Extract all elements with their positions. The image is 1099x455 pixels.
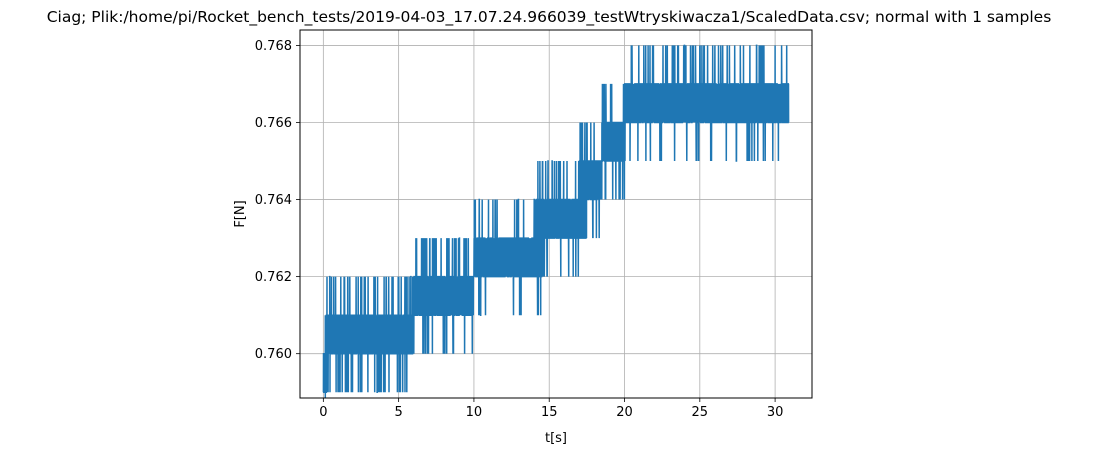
axes-frame <box>299 29 813 399</box>
x-tick-label: 5 <box>394 405 402 420</box>
ticks: 0 5 10 15 20 25 30 0.760 0.762 0.764 0.766 0.768 <box>255 39 784 420</box>
y-tick-label: 0.762 <box>255 270 292 285</box>
y-axis-label: F[N] <box>233 200 248 227</box>
chart-title: Ciag; Plik:/home/pi/Rocket_bench_tests/2… <box>47 8 1052 27</box>
y-tick-label: 0.766 <box>255 116 292 131</box>
x-tick-label: 30 <box>767 405 784 420</box>
x-tick-label: 0 <box>319 405 327 420</box>
series-layer <box>322 44 790 399</box>
x-tick-label: 20 <box>616 405 633 420</box>
y-tick-label: 0.768 <box>255 39 292 54</box>
x-axis-label: t[s] <box>545 431 567 446</box>
x-tick-label: 10 <box>466 405 483 420</box>
x-tick-label: 15 <box>541 405 558 420</box>
y-tick-label: 0.760 <box>255 347 292 362</box>
series-line <box>322 44 790 399</box>
x-tick-label: 25 <box>692 405 709 420</box>
y-tick-label: 0.764 <box>255 193 292 208</box>
